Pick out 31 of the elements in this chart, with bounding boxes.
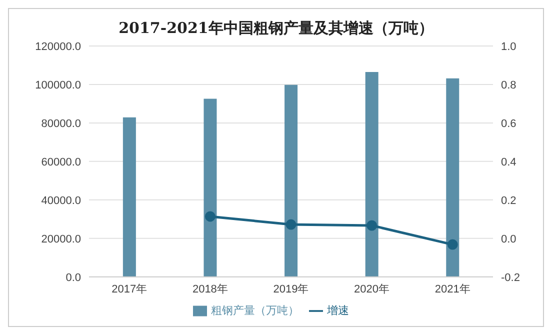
x-tick-label: 2018年 [192, 284, 228, 296]
bar [365, 72, 378, 277]
y-tick-label: 40000.0 [41, 194, 81, 207]
chart-title: 2017-2021年中国粗钢产量及其增速（万吨） [118, 19, 434, 38]
x-tick-label: 2017年 [112, 284, 148, 296]
y2-tick-label: 0.2 [501, 194, 516, 207]
y2-tick-label: 0.0 [501, 233, 516, 246]
y-tick-label: 60000.0 [41, 156, 81, 168]
y2-tick-label: 0.8 [501, 79, 516, 92]
point [366, 220, 378, 231]
y-tick-label: 100000.0 [35, 79, 81, 92]
y-tick-label: 120000.0 [35, 40, 81, 53]
bar [284, 84, 298, 277]
legend-label: 粗钢产量（万吨） [211, 304, 299, 317]
point [447, 239, 458, 250]
x-tick-label: 2020年 [354, 284, 390, 296]
point [286, 219, 296, 230]
y-tick-label: 20000.0 [41, 233, 81, 246]
y-tick-label: 80000.0 [41, 118, 81, 130]
x-tick-label: 2021年 [434, 284, 470, 296]
legend-label: 增速 [327, 304, 349, 317]
point [204, 211, 216, 222]
bar [122, 117, 136, 277]
bar [204, 98, 217, 277]
y2-tick-label: 1.0 [501, 40, 516, 53]
y-tick-label: 0.0 [66, 272, 81, 284]
y2-tick-label: 0.4 [501, 156, 516, 168]
y2-tick-label: -0.2 [501, 272, 520, 284]
bar [446, 78, 460, 277]
x-tick-label: 2019年 [273, 284, 309, 296]
y2-tick-label: 0.6 [501, 118, 516, 130]
